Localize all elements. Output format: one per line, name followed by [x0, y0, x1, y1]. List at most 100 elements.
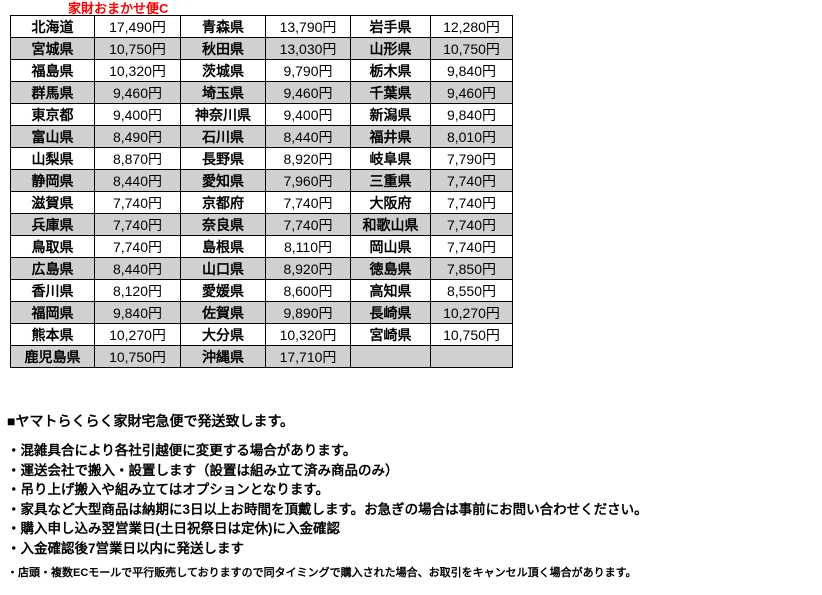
prefecture-cell: 愛知県: [180, 169, 266, 192]
fee-cell: 9,460円: [94, 81, 181, 104]
prefecture-cell: 岐阜県: [350, 147, 431, 170]
fee-cell: 8,110円: [265, 235, 351, 258]
prefecture-cell: 栃木県: [350, 59, 431, 82]
fee-cell: 8,440円: [94, 169, 181, 192]
fee-cell: 8,600円: [265, 279, 351, 302]
fee-cell: 8,870円: [94, 147, 181, 170]
fee-cell: 7,740円: [430, 169, 513, 192]
note-line: ・家具など大型商品は納期に3日以上お時間を頂戴します。お急ぎの場合は事前にお問い…: [7, 501, 648, 517]
fee-cell: 9,840円: [94, 301, 181, 324]
fee-cell: 9,840円: [430, 59, 513, 82]
prefecture-cell: 三重県: [350, 169, 431, 192]
fee-cell: 10,320円: [265, 323, 351, 346]
fee-cell: 7,850円: [430, 257, 513, 280]
prefecture-cell: 愛媛県: [180, 279, 266, 302]
prefecture-cell: 岡山県: [350, 235, 431, 258]
fee-cell: 7,740円: [94, 191, 181, 214]
fee-cell: 7,740円: [265, 213, 351, 236]
prefecture-cell: 山形県: [350, 37, 431, 60]
fee-cell: 9,840円: [430, 103, 513, 126]
prefecture-cell: 奈良県: [180, 213, 266, 236]
table-row: 北海道 17,490円 青森県 13,790円 岩手県 12,280円: [10, 15, 513, 38]
fee-cell: 9,460円: [265, 81, 351, 104]
fee-cell: 10,750円: [430, 323, 513, 346]
fee-cell: 8,550円: [430, 279, 513, 302]
prefecture-cell: 佐賀県: [180, 301, 266, 324]
prefecture-cell: 大分県: [180, 323, 266, 346]
prefecture-cell: 宮城県: [10, 37, 95, 60]
table-row: 福岡県 9,840円 佐賀県 9,890円 長崎県 10,270円: [10, 301, 513, 324]
prefecture-cell: 茨城県: [180, 59, 266, 82]
prefecture-cell: 北海道: [10, 15, 95, 38]
table-row: 山梨県 8,870円 長野県 8,920円 岐阜県 7,790円: [10, 147, 513, 170]
fee-cell: 10,270円: [430, 301, 513, 324]
prefecture-cell: 香川県: [10, 279, 95, 302]
note-line: ・吊り上げ搬入や組み立てはオプションとなります。: [7, 482, 329, 497]
table-row: 香川県 8,120円 愛媛県 8,600円 高知県 8,550円: [10, 279, 513, 302]
fee-cell: 10,750円: [94, 345, 181, 368]
table-row: 鳥取県 7,740円 島根県 8,110円 岡山県 7,740円: [10, 235, 513, 258]
prefecture-cell: 京都府: [180, 191, 266, 214]
prefecture-cell: 岩手県: [350, 15, 431, 38]
prefecture-cell: 神奈川県: [180, 103, 266, 126]
fee-cell: 9,400円: [94, 103, 181, 126]
prefecture-cell: 滋賀県: [10, 191, 95, 214]
prefecture-cell: 東京都: [10, 103, 95, 126]
prefecture-cell: 山梨県: [10, 147, 95, 170]
fee-cell: 7,740円: [94, 213, 181, 236]
table-row: 富山県 8,490円 石川県 8,440円 福井県 8,010円: [10, 125, 513, 148]
fee-cell: 8,010円: [430, 125, 513, 148]
fee-cell: [430, 345, 513, 368]
fee-cell: 8,490円: [94, 125, 181, 148]
table-row: 鹿児島県 10,750円 沖縄県 17,710円: [10, 345, 513, 368]
fee-cell: 7,740円: [430, 191, 513, 214]
fee-cell: 10,750円: [94, 37, 181, 60]
note-line: ・入金確認後7営業日以内に発送します: [7, 540, 245, 556]
fee-cell: 12,280円: [430, 15, 513, 38]
table-row: 熊本県 10,270円 大分県 10,320円 宮崎県 10,750円: [10, 323, 513, 346]
prefecture-cell: 静岡県: [10, 169, 95, 192]
prefecture-cell: 富山県: [10, 125, 95, 148]
prefecture-cell: 島根県: [180, 235, 266, 258]
table-row: 東京都 9,400円 神奈川県 9,400円 新潟県 9,840円: [10, 103, 513, 126]
prefecture-cell: 宮崎県: [350, 323, 431, 346]
notes-heading: ■ヤマトらくらく家財宅急便で発送致します。: [7, 413, 295, 429]
table-row: 宮城県 10,750円 秋田県 13,030円 山形県 10,750円: [10, 37, 513, 60]
prefecture-cell: 熊本県: [10, 323, 95, 346]
prefecture-cell: 群馬県: [10, 81, 95, 104]
prefecture-cell: 広島県: [10, 257, 95, 280]
prefecture-cell: 沖縄県: [180, 345, 266, 368]
fee-cell: 8,440円: [94, 257, 181, 280]
fee-cell: 8,920円: [265, 147, 351, 170]
fee-cell: 10,750円: [430, 37, 513, 60]
prefecture-cell: 兵庫県: [10, 213, 95, 236]
notes-list: ・混雑具合により各社引越便に変更する場合があります。・運送会社で搬入・設置します…: [7, 441, 815, 558]
fee-cell: 17,490円: [94, 15, 181, 38]
note-line: ・混雑具合により各社引越便に変更する場合があります。: [7, 443, 357, 458]
fee-cell: 17,710円: [265, 345, 351, 368]
prefecture-cell: 長崎県: [350, 301, 431, 324]
shipping-fee-table-body: 北海道 17,490円 青森県 13,790円 岩手県 12,280円 宮城県 10,750円…: [10, 15, 513, 368]
fee-cell: 9,400円: [265, 103, 351, 126]
prefecture-cell: 高知県: [350, 279, 431, 302]
prefecture-cell: 鹿児島県: [10, 345, 95, 368]
note-line: ・運送会社で搬入・設置します（設置は組み立て済み商品のみ）: [7, 462, 399, 478]
prefecture-cell: 長野県: [180, 147, 266, 170]
prefecture-cell: 新潟県: [350, 103, 431, 126]
fee-cell: 8,120円: [94, 279, 181, 302]
prefecture-cell: 秋田県: [180, 37, 266, 60]
fee-cell: 8,440円: [265, 125, 351, 148]
table-row: 滋賀県 7,740円 京都府 7,740円 大阪府 7,740円: [10, 191, 513, 214]
fee-cell: 7,790円: [430, 147, 513, 170]
fee-cell: 8,920円: [265, 257, 351, 280]
prefecture-cell: 福井県: [350, 125, 431, 148]
table-row: 静岡県 8,440円 愛知県 7,960円 三重県 7,740円: [10, 169, 513, 192]
shipping-notes-block: ■ヤマトらくらく家財宅急便で発送致します。 ・混雑具合により各社引越便に変更する…: [7, 412, 815, 582]
prefecture-cell: 青森県: [180, 15, 266, 38]
prefecture-cell: 大阪府: [350, 191, 431, 214]
notes-footnote: ・店頭・複数ECモールで平行販売しておりますので同タイミングで購入された場合、お…: [7, 567, 637, 579]
prefecture-cell: 埼玉県: [180, 81, 266, 104]
fee-cell: 13,030円: [265, 37, 351, 60]
fee-cell: 13,790円: [265, 15, 351, 38]
fee-cell: 9,790円: [265, 59, 351, 82]
